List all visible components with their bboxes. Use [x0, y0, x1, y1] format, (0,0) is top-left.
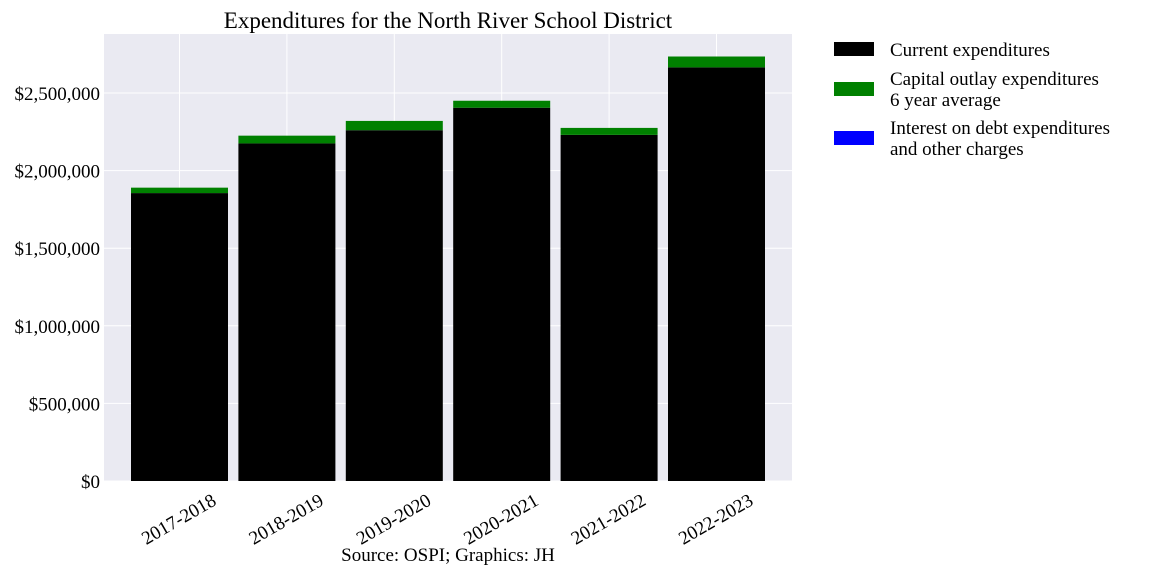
- bar-series-1-2019-2020: [345, 120, 443, 131]
- y-tick-label: $1,500,000: [15, 239, 101, 260]
- bar-series-1-2018-2019: [238, 135, 336, 144]
- y-tick-label: $1,000,000: [15, 317, 101, 338]
- x-tick-label: 2020-2021: [460, 490, 542, 549]
- x-tick-label: 2021-2022: [568, 490, 650, 549]
- legend-swatch: [834, 131, 874, 145]
- x-tick-label: 2022-2023: [675, 490, 757, 549]
- x-tick-label: 2018-2019: [246, 490, 328, 549]
- y-tick-label: $0: [81, 472, 100, 493]
- bar-series-0-2021-2022: [560, 134, 658, 481]
- bars: [131, 56, 765, 482]
- y-tick-label: $500,000: [29, 394, 100, 415]
- bar-series-1-2021-2022: [560, 127, 658, 135]
- legend-label: Interest on debt expenditures and other c…: [890, 118, 1110, 160]
- bar-series-1-2017-2018: [131, 187, 228, 194]
- y-tick-label: $2,500,000: [15, 84, 101, 105]
- chart-title: Expenditures for the North River School …: [224, 8, 673, 33]
- bar-series-0-2020-2021: [453, 107, 551, 481]
- x-tick-label: 2019-2020: [353, 490, 435, 549]
- legend-swatch: [834, 82, 874, 96]
- bar-series-0-2017-2018: [131, 193, 228, 481]
- x-tick-label: 2017-2018: [138, 490, 220, 549]
- legend-label: Current expenditures: [890, 40, 1050, 61]
- y-tick-label: $2,000,000: [15, 162, 101, 183]
- bar-series-0-2019-2020: [345, 130, 443, 481]
- bar-series-0-2022-2023: [668, 67, 765, 482]
- y-axis-ticks: $0 $500,000 $1,000,000 $1,500,000 $2,000,000…: [15, 84, 101, 493]
- x-axis-label-source: Source: OSPI; Graphics: JH: [341, 545, 555, 566]
- legend: Current expenditures Capital outlay expen…: [834, 40, 1110, 160]
- legend-swatch: [834, 42, 874, 56]
- x-axis-ticks: 2017-2018 2018-2019 2019-2020 2020-2021 2021…: [138, 490, 757, 549]
- bar-series-1-2022-2023: [668, 56, 765, 68]
- bar-series-0-2018-2019: [238, 143, 336, 481]
- bar-series-1-2020-2021: [453, 100, 551, 108]
- legend-label: Capital outlay expenditures 6 year averag…: [890, 69, 1099, 111]
